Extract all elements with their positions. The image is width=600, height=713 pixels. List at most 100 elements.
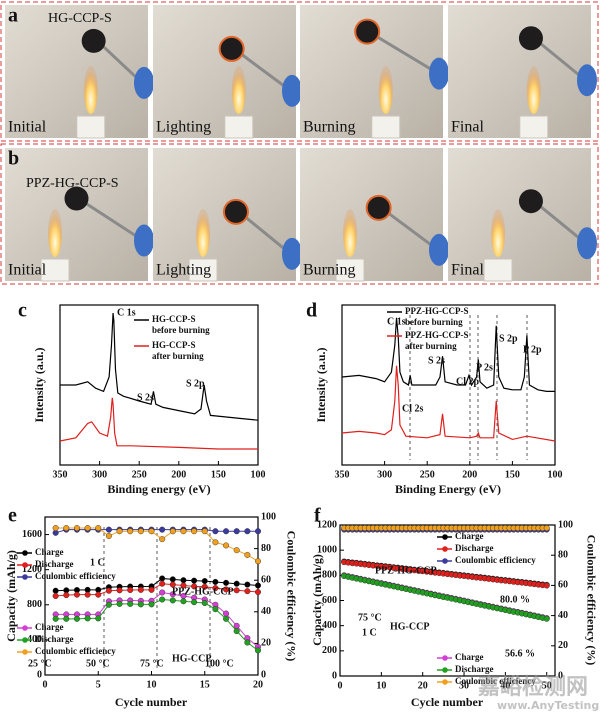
legend-marker	[442, 679, 448, 685]
x-tick-label: 0	[338, 680, 343, 691]
data-point	[543, 525, 550, 532]
data-point	[137, 586, 144, 593]
data-point	[159, 526, 166, 533]
annotation: Cl 2s	[402, 403, 424, 414]
x-tick-label: 10	[147, 679, 157, 690]
data-point	[148, 586, 155, 593]
sample-disc	[365, 194, 392, 221]
data-point	[223, 528, 230, 535]
y-tick-label: 1200	[22, 564, 42, 575]
data-point	[105, 601, 112, 608]
data-point	[212, 578, 219, 585]
data-point	[169, 581, 176, 588]
stage-label: Burning	[303, 262, 355, 279]
y2-tick-label: 80	[558, 549, 568, 560]
x-tick-label: 350	[53, 469, 68, 480]
x-tick-label: 200	[171, 469, 186, 480]
legend-label: Coulombic efficiency	[455, 676, 536, 686]
legend-marker	[22, 637, 28, 643]
legend-marker	[22, 550, 28, 556]
x-axis-label: Cycle number	[411, 695, 484, 709]
x-tick-label: 350	[335, 469, 350, 480]
flame	[48, 209, 63, 257]
y2-tick-label: 20	[558, 640, 568, 651]
legend-label: PPZ-HG-CCP-S before burning	[405, 306, 471, 327]
annotation: HG-CCP	[390, 621, 429, 632]
photo	[5, 148, 148, 281]
x-axis-label: Binding Energy (eV)	[395, 482, 501, 496]
stage-label: Lighting	[156, 119, 211, 136]
legend-line: HG-CCP-S	[152, 340, 198, 350]
data-point	[180, 582, 187, 589]
candle	[519, 115, 549, 139]
data-point	[84, 591, 91, 598]
data-point	[244, 528, 251, 535]
x-tick-label: 300	[377, 469, 392, 480]
legend-line: after burning	[152, 351, 204, 361]
y-tick-label: 600	[322, 595, 337, 606]
data-point	[201, 578, 208, 585]
legend-label: Coulombic efficiency	[35, 646, 116, 656]
data-point	[180, 598, 187, 605]
data-point	[201, 583, 208, 590]
glove	[429, 57, 449, 90]
legend-marker	[442, 655, 448, 661]
data-point	[159, 589, 166, 596]
y2-tick-label: 100	[558, 519, 573, 530]
data-point	[191, 599, 198, 606]
x-tick-label: 10	[376, 680, 386, 691]
data-point	[127, 528, 134, 535]
data-point	[233, 547, 240, 554]
legend-line: HG-CCP-S	[152, 314, 198, 324]
legend-line: before burning	[405, 317, 463, 327]
annotation: 1 C	[362, 627, 377, 638]
x-tick-label: 0	[43, 679, 48, 690]
glove	[134, 66, 154, 99]
legend-marker	[442, 667, 448, 673]
glove	[429, 233, 449, 266]
data-point	[127, 587, 134, 594]
data-point	[73, 591, 80, 598]
legend-label: Discharge	[35, 634, 74, 644]
data-point	[244, 588, 251, 595]
data-point	[52, 525, 59, 532]
flame	[196, 209, 211, 257]
data-point	[95, 525, 102, 532]
stage-label: Lighting	[156, 262, 211, 279]
stage-label: Initial	[8, 119, 47, 136]
data-point	[244, 551, 251, 558]
series-line	[59, 397, 258, 450]
y2-axis-label: Coulombic efficiency (%)	[284, 531, 298, 662]
y2-tick-label: 40	[558, 610, 568, 621]
panel-letter: f	[314, 505, 321, 527]
annotation: 100 °C	[205, 658, 234, 669]
annotation: 25 °C	[28, 658, 52, 669]
legend-label: Charge	[455, 652, 484, 662]
data-point	[137, 528, 144, 535]
data-point	[233, 628, 240, 635]
data-point	[137, 601, 144, 608]
panel-letter: a	[8, 5, 18, 27]
data-point	[116, 528, 123, 535]
glove	[282, 74, 302, 107]
data-point	[191, 577, 198, 584]
data-point	[116, 587, 123, 594]
y-axis-label: Intensity (a.u.)	[314, 347, 328, 422]
stage-label: Final	[451, 262, 484, 279]
glove	[577, 64, 597, 97]
data-point	[543, 615, 550, 622]
x-tick-label: 5	[96, 679, 101, 690]
x-tick-label: 50	[542, 680, 552, 691]
data-point	[148, 528, 155, 535]
panel-border	[0, 1, 599, 142]
data-point	[543, 582, 550, 589]
panel-letter: e	[8, 505, 17, 527]
y-tick-label: 0	[332, 670, 337, 681]
legend-label: HG-CCP-S after burning	[152, 340, 204, 361]
legend-label: Charge	[35, 622, 64, 632]
tweezers	[83, 201, 141, 240]
legend-label: Coulombic efficiency	[455, 555, 536, 565]
x-tick-label: 100	[251, 469, 266, 480]
data-point	[201, 528, 208, 535]
